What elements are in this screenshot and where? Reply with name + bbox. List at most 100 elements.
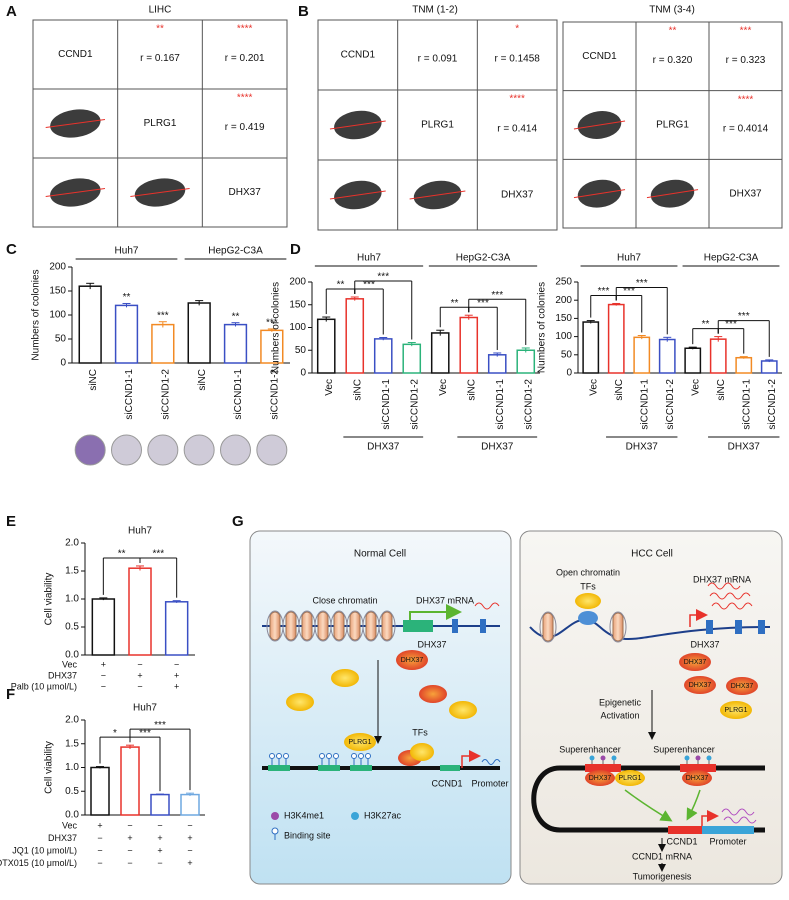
correlation-r: r = 0.320	[653, 55, 693, 66]
gene-label: DHX37	[501, 190, 534, 201]
protein	[585, 770, 615, 786]
condition-sign: −	[101, 681, 106, 691]
y-tick-label: 100	[555, 331, 572, 342]
bar	[164, 601, 189, 656]
significance: ***	[157, 310, 169, 321]
region	[268, 765, 290, 771]
nucleosome	[381, 611, 393, 641]
bar	[180, 793, 200, 816]
nucleosomes	[266, 610, 396, 642]
x-tick-label: siNC	[716, 379, 727, 401]
region	[585, 764, 621, 772]
condition-label: DHX37	[48, 833, 77, 843]
protein	[419, 685, 447, 703]
panel-title: Normal Cell	[354, 549, 406, 560]
label: Superenhancer	[653, 744, 715, 754]
significance: ***	[740, 26, 752, 37]
normal-cell-panel: Normal Cell Close chromatin DHX37 mRNA D…	[249, 530, 512, 885]
x-tick-label: siNC	[197, 369, 208, 391]
protein	[720, 701, 752, 719]
bar	[114, 304, 139, 364]
significance: **	[702, 319, 710, 330]
y-tick-label: 50	[55, 334, 67, 345]
x-tick-label: siCCND1-2	[409, 379, 420, 430]
x-tick-label: siCCND1-1	[741, 379, 752, 430]
colony-image	[220, 434, 251, 466]
significance: ***	[266, 318, 278, 329]
legend-label: H3K27ac	[364, 810, 402, 820]
condition-sign: −	[187, 845, 192, 855]
significance: ***	[139, 728, 151, 739]
bar	[120, 746, 140, 816]
label: Tumorigenesis	[633, 871, 692, 881]
label: DHX37	[401, 657, 424, 664]
matrix-title: LIHC	[149, 5, 172, 16]
x-tick-label: siCCND1-2	[665, 379, 676, 430]
bar	[91, 598, 116, 656]
x-tick-label: siCCND1-2	[767, 379, 778, 430]
bar	[78, 285, 102, 364]
trend-line	[573, 189, 626, 199]
condition-sign: −	[137, 681, 142, 691]
x-tick-label: siCCND1-1	[233, 369, 244, 420]
y-tick-label: 2.0	[65, 715, 79, 726]
bar	[402, 343, 422, 374]
condition-label: DHX37	[48, 670, 77, 680]
protein	[449, 701, 477, 719]
colony-image	[111, 434, 142, 466]
label: Epigenetic	[599, 697, 642, 707]
significance: ***	[598, 286, 610, 297]
protein	[679, 653, 711, 671]
exon	[480, 619, 486, 633]
significance: **	[156, 24, 164, 35]
exon	[735, 620, 742, 634]
region	[680, 764, 716, 772]
y-tick-label: 100	[289, 322, 306, 333]
bar	[151, 323, 175, 364]
y-tick-label: 200	[49, 262, 66, 273]
condition-sign: −	[174, 659, 179, 669]
label: Open chromatin	[556, 567, 620, 577]
label: PLRG1	[725, 707, 748, 714]
label: Superenhancer	[559, 744, 621, 754]
bar	[223, 323, 248, 364]
legend-symbol	[271, 812, 279, 820]
trend-line	[573, 120, 626, 130]
region	[668, 826, 702, 834]
label: Activation	[600, 710, 639, 720]
dna-loop	[531, 765, 765, 833]
label: DHX37 mRNA	[416, 595, 474, 605]
condition-sign: −	[101, 670, 106, 680]
x-tick-label: siCCND1-1	[639, 379, 650, 430]
correlation-r: r = 0.4014	[723, 124, 769, 135]
binding-sites	[269, 753, 371, 765]
bar	[735, 356, 753, 374]
condition-sign: +	[101, 659, 106, 669]
mrna-wave	[707, 582, 753, 610]
correlation-r: r = 0.167	[140, 53, 180, 64]
significance: ****	[237, 93, 253, 104]
bar	[487, 354, 507, 374]
label: CCND1 mRNA	[632, 851, 692, 861]
gene-label: DHX37	[229, 187, 262, 198]
legend-symbol	[351, 812, 359, 820]
significance: **	[451, 298, 459, 309]
significance: ****	[738, 94, 754, 105]
condition-sign: +	[127, 833, 132, 843]
y-tick-label: 1.0	[65, 594, 79, 605]
coil	[539, 611, 557, 643]
condition-sign: −	[127, 820, 132, 830]
significance: ***	[152, 549, 164, 560]
arrow	[461, 750, 481, 768]
matrix-border	[32, 19, 288, 228]
bar	[187, 302, 211, 364]
x-tick-label: Vec	[438, 379, 449, 396]
significance: **	[118, 549, 126, 560]
y-axis-title: Cell viability	[44, 573, 55, 626]
condition-label: OTX015 (10 μmol/L)	[0, 858, 77, 868]
nucleosomes	[539, 611, 627, 643]
label: CCND1	[431, 778, 462, 788]
arrow	[689, 609, 708, 627]
significance: *	[113, 728, 117, 739]
